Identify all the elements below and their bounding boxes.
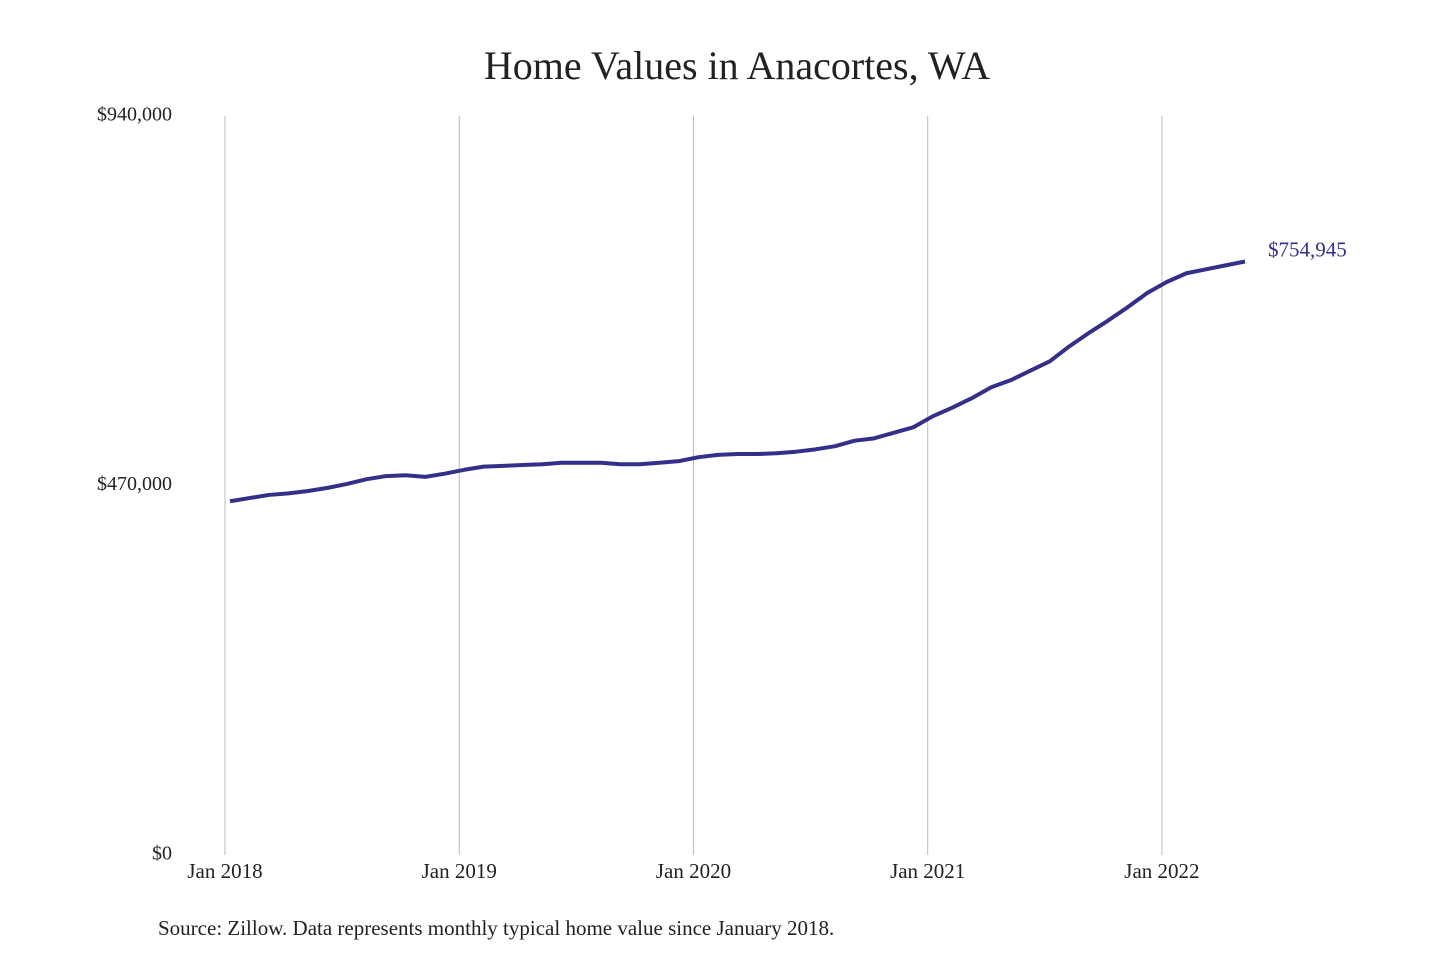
data-line: [229, 259, 1246, 504]
x-tick-label: Jan 2018: [187, 859, 262, 883]
chart-title: Home Values in Anacortes, WA: [484, 43, 990, 88]
x-tick-label: Jan 2020: [656, 859, 731, 883]
x-tick-label: Jan 2021: [890, 859, 965, 883]
y-tick-label: $470,000: [97, 473, 172, 495]
y-tick-label: $940,000: [97, 104, 172, 126]
y-tick-label: $0: [152, 843, 172, 865]
data-label: $754,945: [1268, 237, 1347, 261]
x-tick-label: Jan 2022: [1124, 859, 1199, 883]
source-note: Source: Zillow. Data represents monthly …: [158, 916, 834, 940]
x-tick-label: Jan 2019: [422, 859, 497, 883]
